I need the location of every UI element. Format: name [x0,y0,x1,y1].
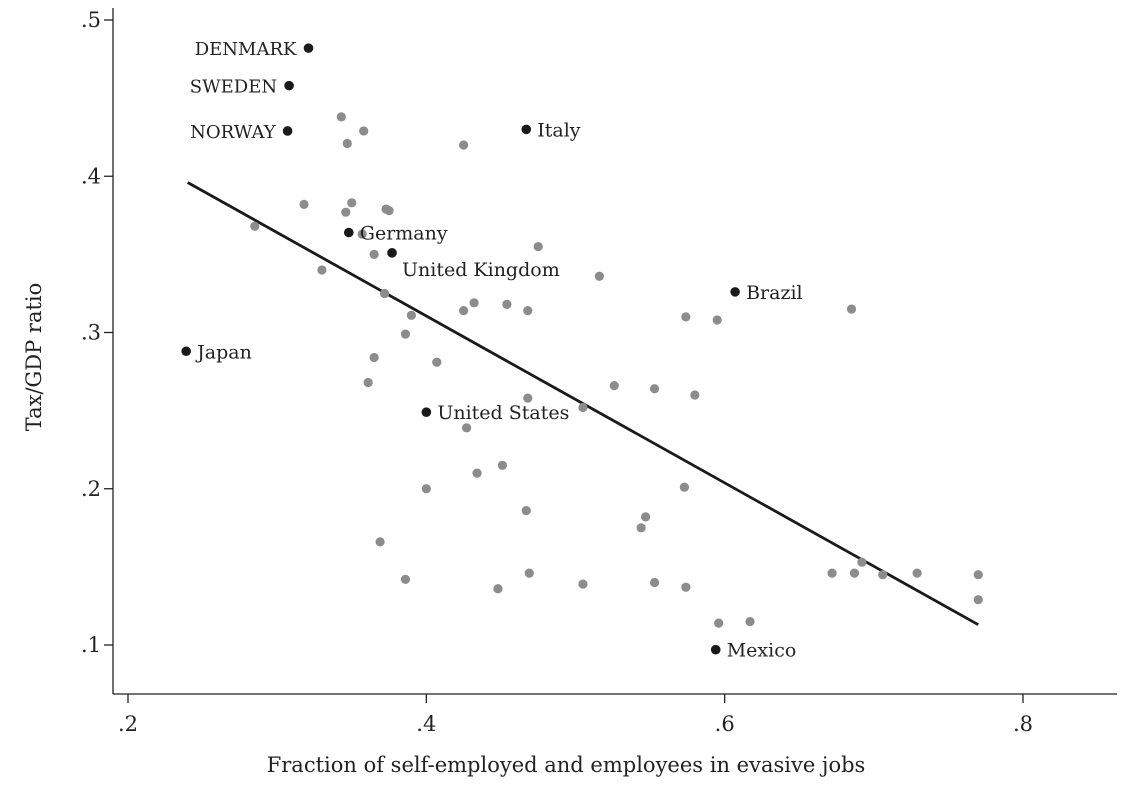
scatter-point [827,568,837,578]
y-tick-label: .4 [81,164,101,188]
point-labels-group: DENMARK SWEDEN NORWAY Italy Germany United Ki… [190,39,803,662]
scatter-point [359,126,369,136]
points-group [181,43,983,655]
scatter-point [533,241,543,252]
scatter-point [462,423,472,433]
point-label: Germany [360,223,448,245]
scatter-point [523,306,533,316]
point-label: SWEDEN [190,77,277,98]
scatter-point [336,112,346,122]
scatter-point [317,265,327,275]
labeled-point [730,287,740,297]
scatter-point [524,568,534,578]
scatter-point [369,352,379,363]
scatter-point [363,377,373,388]
scatter-point [400,574,411,584]
scatter-point [745,616,755,627]
scatter-point [469,298,479,308]
y-tick-label: .1 [81,633,101,657]
labeled-point [303,43,314,53]
scatter-point [341,207,351,217]
scatter-point [521,506,531,516]
scatter-point [459,306,469,316]
y-tick-label: .5 [81,8,101,32]
scatter-point [690,390,700,400]
scatter-point [846,304,857,314]
labeled-point [421,407,432,417]
point-label: DENMARK [195,39,297,60]
scatter-point [384,206,394,216]
scatter-point [369,249,379,259]
scatter-point [578,402,588,413]
labeled-point [387,248,397,258]
scatter-point [421,484,431,494]
scatter-point [502,299,512,309]
scatter-point [459,140,469,150]
y-axis-title: Tax/GDP ratio [22,283,46,432]
scatter-point [649,577,660,588]
scatter-point [347,198,357,208]
labeled-point [343,227,354,238]
scatter-point [379,288,390,299]
y-tick-label: .2 [81,477,101,501]
x-tick-label: .4 [416,712,436,736]
scatter-point [497,460,508,470]
scatter-point [973,595,983,605]
point-label: Italy [537,119,581,141]
scatter-point [878,570,888,580]
scatter-point [523,393,533,403]
scatter-point [609,381,619,391]
scatter-point [472,468,482,478]
scatter-point [857,557,867,567]
x-axis-title: Fraction of self-employed and employees … [267,753,866,777]
scatter-point [681,312,691,322]
scatter-point [432,357,442,367]
scatter-point [681,582,691,592]
scatter-point [636,523,646,533]
point-label: Mexico [727,640,797,662]
x-tick-label: .2 [118,712,138,736]
scatter-point [493,584,503,594]
x-tick-label: .8 [1013,712,1033,736]
point-label: NORWAY [190,122,277,143]
point-label: Brazil [746,282,803,304]
scatter-point [849,568,860,578]
point-label: Japan [195,341,252,363]
scatter-point [641,512,651,522]
scatter-point [250,221,260,231]
scatter-point [299,199,309,209]
scatter-point [375,537,385,547]
point-label: United Kingdom [402,259,560,281]
scatter-point [406,310,417,320]
scatter-point [357,229,367,239]
x-tick-label: .6 [715,712,735,736]
labeled-point [284,80,294,91]
scatter-point [714,618,724,628]
scatter-point [342,138,352,149]
scatter-point [679,482,689,492]
labeled-point [710,644,721,655]
scatter-point [578,579,588,589]
labeled-point [282,126,293,136]
axes: .1 .2 .3 .4 .5 .2 .4 .6 .8 [81,8,1117,736]
scatter-point [912,568,922,578]
scatter-point [712,315,722,325]
labeled-point [521,124,532,135]
scatter-point [400,329,411,339]
scatter-point [594,271,604,281]
scatter-point [973,570,983,580]
labeled-point [181,346,191,357]
scatter-point [649,384,660,394]
point-label: United States [437,402,569,424]
y-tick-label: .3 [81,321,101,345]
